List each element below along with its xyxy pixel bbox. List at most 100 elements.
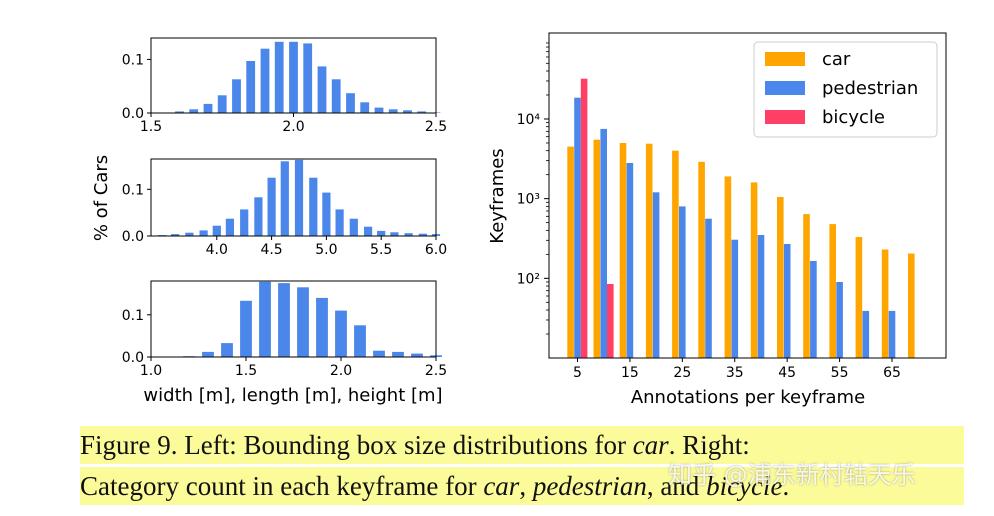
keyframe-ylabel: Keyframes bbox=[487, 148, 508, 243]
caption-suffix: . Right: bbox=[668, 430, 750, 460]
caption-car: car bbox=[632, 430, 669, 460]
hist-1-bar bbox=[388, 109, 398, 114]
bar-car bbox=[750, 182, 758, 358]
hist-1-bar bbox=[246, 61, 256, 113]
figure-svg: 1.5 2.0 2.5 0.0 0.1 4.0 4.5 5.0 5.5 6.0 0.0 0.1 1.0 1… bbox=[91, 32, 947, 408]
bar-car bbox=[777, 197, 784, 358]
keyframe-xtick-label: 55 bbox=[831, 365, 849, 381]
hist-2-bar bbox=[364, 226, 373, 236]
hist-1-xtick-label: 1.5 bbox=[140, 119, 162, 135]
bar-car bbox=[724, 176, 732, 358]
hist-1-bar bbox=[346, 93, 355, 113]
bar-bicycle bbox=[580, 78, 588, 358]
hist-3-frame bbox=[150, 280, 437, 358]
keyframe-xtick-label: 15 bbox=[621, 365, 639, 381]
keyframe-xtick-label: 45 bbox=[778, 365, 796, 381]
hist-1-bar bbox=[303, 43, 313, 113]
hist-2-bar bbox=[185, 232, 194, 236]
hist-2-bar bbox=[390, 232, 399, 236]
hist-3-bar bbox=[316, 297, 328, 357]
hist-1-xtick-label: 2.0 bbox=[282, 119, 304, 135]
legend-swatch-bicycle bbox=[765, 110, 805, 124]
hist-2-bar bbox=[294, 159, 304, 236]
bar-car bbox=[855, 237, 863, 358]
bar-pedestrian bbox=[652, 192, 660, 358]
caption-bicycle: bicycle bbox=[706, 471, 783, 501]
hist-2-bar bbox=[335, 209, 344, 236]
bar-pedestrian bbox=[836, 282, 843, 358]
caption-end: . bbox=[782, 471, 790, 501]
hist-1-bar bbox=[374, 107, 384, 113]
hist-3-bar bbox=[335, 310, 347, 357]
bar-pedestrian bbox=[731, 239, 739, 358]
hist-3-bar bbox=[278, 283, 290, 357]
bar-pedestrian bbox=[888, 310, 896, 358]
figure-caption-line-1: Figure 9. Left: Bounding box size distri… bbox=[80, 426, 964, 464]
bar-pedestrian bbox=[783, 244, 791, 358]
hist-3-bar bbox=[354, 325, 366, 357]
hist-1-bar bbox=[417, 111, 427, 113]
caption-pedestrian: pedestrian bbox=[532, 471, 647, 501]
keyframe-xtick-label: 35 bbox=[726, 365, 744, 381]
hist-xlabel: width [m], length [m], height [m] bbox=[143, 385, 442, 406]
hist-2-xtick-label: 5.5 bbox=[370, 242, 392, 258]
hist-1-bar bbox=[232, 79, 241, 114]
hist-2-xtick-label: 4.5 bbox=[260, 242, 282, 258]
caption-car-2: car bbox=[483, 471, 520, 501]
bar-car bbox=[645, 143, 653, 358]
legend-swatch-pedestrian bbox=[765, 81, 805, 95]
keyframe-chart-frame bbox=[548, 32, 947, 359]
hist-1-bar bbox=[403, 110, 412, 113]
hist-2-bar bbox=[240, 209, 249, 236]
hist-3-bar bbox=[240, 300, 252, 357]
bar-car bbox=[672, 150, 679, 358]
bar-car bbox=[881, 249, 889, 358]
bar-car bbox=[593, 139, 601, 358]
hist-1-bar bbox=[360, 102, 370, 113]
keyframe-ytick-label: 10³ bbox=[517, 192, 540, 208]
bar-car bbox=[908, 253, 915, 358]
keyframe-xtick-label: 65 bbox=[883, 365, 901, 381]
hist-3-xtick-label: 2.0 bbox=[330, 363, 352, 379]
bar-pedestrian bbox=[705, 218, 712, 358]
hist-3-bar bbox=[297, 287, 309, 357]
legend-label-bicycle: bicycle bbox=[822, 107, 885, 128]
hist-1-bar bbox=[331, 79, 341, 114]
hist-2-bar bbox=[377, 230, 386, 236]
hist-2-bar bbox=[199, 230, 208, 236]
hist-2-bar bbox=[254, 197, 263, 236]
bar-car bbox=[619, 143, 627, 358]
bar-car bbox=[829, 224, 836, 358]
legend-label-pedestrian: pedestrian bbox=[822, 78, 918, 99]
hist-3-xtick-label: 1.5 bbox=[235, 363, 257, 379]
hist-2-ytick-label: 0.0 bbox=[122, 229, 144, 245]
figure-caption-line-2: Category count in each keyframe for car,… bbox=[80, 467, 964, 505]
hist-1-bar bbox=[203, 103, 213, 113]
hist-2-xtick-label: 5.0 bbox=[315, 242, 337, 258]
hist-2-bar bbox=[212, 225, 221, 236]
legend-swatch-car bbox=[765, 52, 805, 66]
keyframe-xtick-label: 5 bbox=[573, 365, 582, 381]
legend-label-car: car bbox=[822, 49, 851, 70]
hist-3-bar bbox=[411, 353, 423, 357]
watermark-text: 知乎 @浦东新村轱天乐 bbox=[668, 461, 916, 489]
caption-prefix: Figure 9. Left: Bounding box size distri… bbox=[80, 430, 633, 460]
bar-pedestrian bbox=[757, 235, 765, 358]
bar-pedestrian bbox=[626, 163, 634, 358]
hist-2-bar bbox=[404, 233, 413, 236]
hist-2-bar bbox=[309, 177, 318, 236]
hist-2-bar bbox=[280, 161, 289, 236]
keyframe-ytick-label: 10⁴ bbox=[517, 112, 541, 128]
hist-3-ytick-label: 0.0 bbox=[122, 350, 144, 366]
hist-3-bar bbox=[202, 351, 214, 357]
hist-2-bar bbox=[322, 192, 331, 236]
bar-pedestrian bbox=[862, 310, 870, 358]
hist-1-xtick-label: 2.5 bbox=[425, 119, 447, 135]
hist-2-bar bbox=[171, 234, 180, 236]
hist-2-xtick-label: 6.0 bbox=[425, 242, 447, 258]
hist-3-bar bbox=[392, 351, 404, 357]
hist-1-bar bbox=[175, 111, 184, 113]
bar-car bbox=[698, 161, 705, 358]
bar-pedestrian bbox=[574, 97, 581, 358]
hist-2-bar bbox=[225, 218, 234, 236]
